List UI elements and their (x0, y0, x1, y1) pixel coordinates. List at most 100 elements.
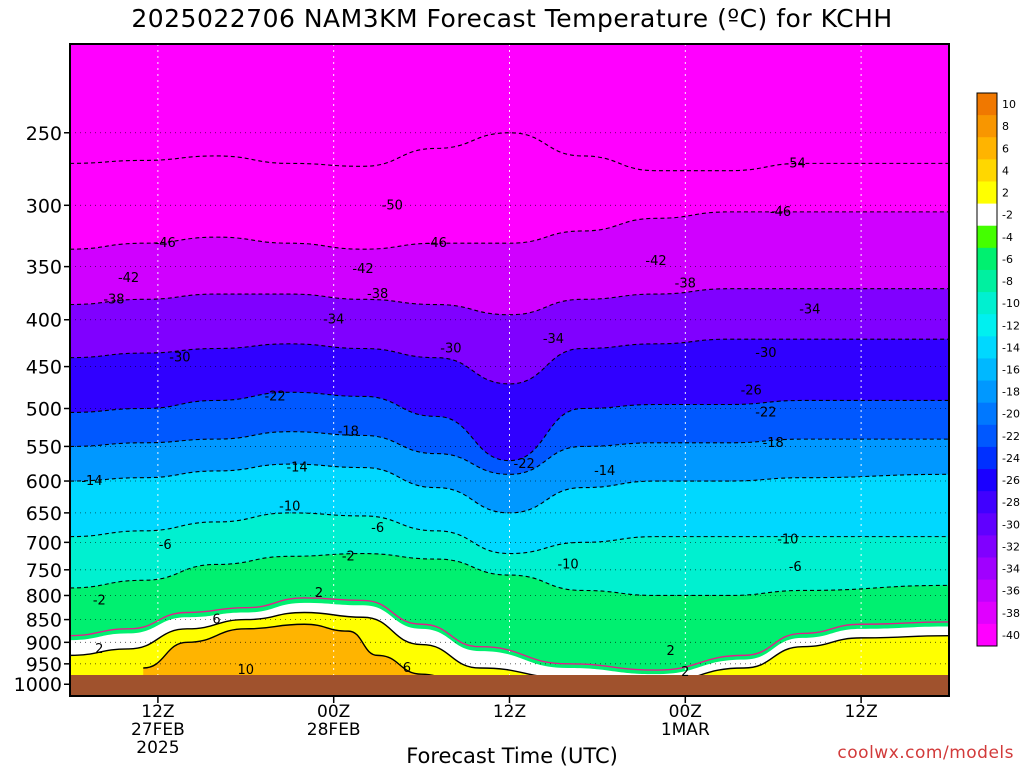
colorbar-swatch (977, 535, 997, 559)
colorbar-swatch (977, 269, 997, 293)
grid-lines (70, 44, 949, 696)
isotherm-contours (70, 132, 949, 683)
y-tick-label: 250 (26, 123, 62, 145)
contour-label: -22 (755, 405, 776, 420)
ground-surface (70, 675, 949, 696)
x-axis-label: Forecast Time (UTC) (406, 744, 618, 768)
colorbar-frame (976, 92, 998, 647)
contour-label: 2 (667, 644, 675, 659)
colorbar-label: -18 (1002, 386, 1020, 399)
colorbar-label: -10 (1002, 297, 1020, 310)
colorbar-swatch (977, 380, 997, 404)
contour-label: -10 (557, 557, 578, 572)
y-tick-label: 400 (26, 310, 62, 332)
contour-label: -14 (81, 474, 102, 489)
colorbar-label: 10 (1002, 98, 1016, 111)
x-tick-label: 2025 (136, 738, 179, 758)
colorbar-swatch (977, 469, 997, 492)
colorbar-label: 2 (1002, 187, 1009, 200)
isotherm-line (70, 132, 949, 172)
y-axis: 2503003504004505005506006507007508008509… (14, 123, 70, 696)
colorbar-label: -20 (1002, 408, 1020, 421)
y-tick-label: 900 (26, 632, 62, 654)
contour-label: -30 (169, 351, 190, 366)
colorbar-swatch (977, 579, 997, 603)
contour-label: -10 (777, 533, 798, 548)
contour-label: -14 (286, 461, 307, 476)
colorbar-label: -38 (1002, 607, 1020, 620)
colorbar-label: -16 (1002, 364, 1020, 377)
colorbar-label: 6 (1002, 142, 1009, 155)
source-credit[interactable]: coolwx.com/models (837, 743, 1014, 763)
x-tick-label: 12Z (493, 702, 526, 722)
isotherm-2-line (70, 611, 949, 683)
colorbar: 10 8 6 4 2 -2 -4 -6 -8 -10 -12 -14 -16 -18 -20 -22 -24 -2… (976, 92, 1020, 647)
isotherm-line (70, 512, 949, 555)
y-tick-label: 950 (26, 654, 62, 676)
colorbar-label: -4 (1002, 231, 1013, 244)
x-tick-label: 28FEB (307, 720, 361, 740)
y-tick-label: 550 (26, 436, 62, 458)
colorbar-swatch (977, 115, 997, 138)
y-tick-label: 650 (26, 503, 62, 525)
contour-label: -34 (543, 332, 564, 347)
contour-labels: -54 -50 -46 -46 -46 -42 -42 -42 -38 -38 -38 -34 -34 -… (81, 156, 820, 680)
isotherm-line (70, 463, 949, 514)
colorbar-swatch (977, 402, 997, 426)
colorbar-swatch (977, 513, 997, 536)
contour-label: 6 (403, 661, 411, 676)
contour-label: -22 (514, 457, 535, 472)
colorbar-swatch (977, 159, 997, 182)
colorbar-swatch (977, 181, 997, 205)
contour-label: 2 (681, 665, 689, 680)
contour-label: -50 (382, 198, 403, 213)
colorbar-swatch (977, 314, 997, 337)
colorbar-label: -26 (1002, 474, 1020, 487)
y-tick-label: 350 (26, 257, 62, 279)
contour-label: -38 (367, 287, 388, 302)
contour-label: -22 (264, 389, 285, 404)
freezing-line (70, 597, 949, 671)
colorbar-swatch (977, 446, 997, 470)
contour-label: -54 (785, 156, 806, 171)
colorbar-swatch (977, 557, 997, 581)
colorbar-swatch (977, 358, 997, 382)
contour-label: -18 (338, 425, 359, 440)
colorbar-swatch (977, 623, 997, 647)
colorbar-swatch (977, 203, 997, 227)
isotherm-line (70, 338, 949, 385)
contour-label: 2 (95, 642, 103, 657)
colorbar-swatch (977, 336, 997, 359)
contour-label: -30 (755, 346, 776, 361)
colorbar-swatch (977, 247, 997, 271)
warm-core-fill (143, 624, 451, 685)
contour-label: -38 (675, 276, 696, 291)
contour-label: -42 (352, 262, 373, 277)
colorbar-swatch (977, 93, 997, 116)
contour-label: -38 (103, 292, 124, 307)
colorbar-label: 8 (1002, 120, 1009, 133)
isotherm-line (70, 288, 949, 316)
y-tick-label: 500 (26, 399, 62, 421)
contour-label: -46 (770, 205, 791, 220)
y-tick-label: 450 (26, 357, 62, 379)
contour-label: -42 (645, 254, 666, 269)
contour-label: -6 (371, 521, 384, 536)
colorbar-label: -30 (1002, 518, 1020, 531)
y-tick-label: 300 (26, 195, 62, 217)
colorbar-label: -24 (1002, 452, 1020, 465)
contour-label: -26 (741, 384, 762, 399)
colorbar-swatch (977, 292, 997, 315)
contour-label: -6 (159, 538, 172, 553)
y-tick-label: 1000 (14, 674, 62, 696)
y-tick-label: 850 (26, 610, 62, 632)
y-tick-label: 800 (26, 585, 62, 607)
contour-label: -42 (118, 271, 139, 286)
contour-label: 6 (212, 613, 220, 628)
chart-title: 2025022706 NAM3KM Forecast Temperature (… (131, 4, 893, 33)
y-tick-label: 750 (26, 560, 62, 582)
contour-label: -10 (279, 500, 300, 515)
colorbar-label: -36 (1002, 585, 1020, 598)
colorbar-swatch (977, 601, 997, 625)
